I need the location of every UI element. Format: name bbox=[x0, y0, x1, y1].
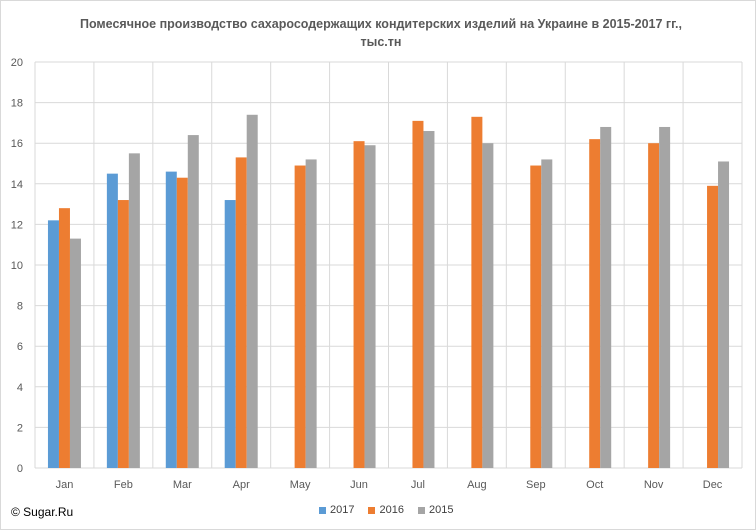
bar-2016-jun bbox=[353, 141, 365, 469]
x-tick-label: Mar bbox=[173, 479, 192, 491]
chart-title-line1: Помесячное производство сахаросодержащих… bbox=[79, 17, 683, 31]
bar-2015-sep bbox=[541, 159, 553, 468]
bar-2017-feb bbox=[106, 173, 118, 468]
x-tick-label: Feb bbox=[114, 479, 133, 491]
legend-label: 2017 bbox=[330, 504, 355, 516]
bar-2015-apr bbox=[246, 114, 258, 468]
x-tick-label: Sep bbox=[526, 479, 546, 491]
y-tick-label: 14 bbox=[11, 179, 23, 191]
y-tick-label: 0 bbox=[17, 463, 23, 475]
bar-2015-may bbox=[305, 159, 317, 468]
legend-item-2015: 2015 bbox=[417, 504, 454, 516]
x-tick-label: Oct bbox=[586, 479, 603, 491]
chart-title-line2: тыс.тн bbox=[360, 35, 402, 49]
bar-2017-apr bbox=[224, 200, 236, 469]
y-tick-label: 10 bbox=[11, 260, 23, 272]
legend-swatch bbox=[319, 506, 326, 514]
x-tick-label: Jul bbox=[411, 479, 425, 491]
bar-2016-oct bbox=[589, 139, 601, 468]
y-tick-label: 6 bbox=[17, 341, 23, 353]
bar-2016-aug bbox=[471, 116, 483, 468]
bar-2016-apr bbox=[235, 157, 247, 468]
x-tick-label: Jan bbox=[56, 479, 74, 491]
bar-2015-jun bbox=[364, 145, 376, 469]
y-tick-label: 4 bbox=[17, 382, 23, 394]
y-tick-label: 8 bbox=[17, 301, 23, 313]
bar-2015-feb bbox=[128, 153, 140, 468]
bar-2015-jan bbox=[69, 238, 81, 468]
bar-2017-jan bbox=[47, 220, 59, 468]
bar-2016-dec bbox=[707, 185, 719, 468]
bar-2016-jul bbox=[412, 120, 424, 469]
legend-label: 2015 bbox=[428, 504, 454, 516]
bar-2015-dec bbox=[718, 161, 730, 468]
x-tick-label: May bbox=[290, 479, 311, 491]
bar-2016-may bbox=[294, 165, 306, 468]
y-tick-label: 16 bbox=[11, 138, 23, 150]
legend-item-2017: 2017 bbox=[319, 504, 354, 516]
legend-swatch bbox=[368, 506, 376, 514]
copyright-text: © Sugar.Ru bbox=[11, 505, 74, 519]
bar-2016-jan bbox=[58, 208, 70, 468]
bar-2015-aug bbox=[482, 143, 494, 468]
chart-title: Помесячное производство сахаросодержащих… bbox=[61, 15, 701, 51]
x-tick-label: Dec bbox=[703, 479, 723, 491]
bar-2016-feb bbox=[117, 200, 129, 469]
legend-label: 2016 bbox=[379, 504, 404, 516]
bar-2016-sep bbox=[530, 165, 542, 468]
y-tick-label: 18 bbox=[11, 98, 23, 110]
y-tick-label: 20 bbox=[11, 57, 23, 69]
bar-2015-nov bbox=[659, 126, 671, 469]
bar-2016-mar bbox=[176, 177, 188, 468]
y-tick-label: 12 bbox=[11, 219, 23, 231]
x-tick-label: Apr bbox=[233, 479, 250, 491]
x-tick-label: Aug bbox=[467, 479, 487, 491]
bar-2016-nov bbox=[648, 143, 660, 468]
bar-2017-mar bbox=[165, 171, 177, 468]
bar-2015-jul bbox=[423, 131, 435, 468]
x-tick-label: Nov bbox=[644, 479, 664, 491]
bar-2015-mar bbox=[187, 135, 199, 468]
chart-legend: 2017 2016 2015 bbox=[319, 504, 453, 516]
x-tick-label: Jun bbox=[350, 479, 368, 491]
bar-2015-oct bbox=[600, 126, 612, 469]
y-tick-label: 2 bbox=[17, 422, 23, 434]
legend-swatch bbox=[417, 506, 425, 514]
legend-item-2016: 2016 bbox=[368, 504, 404, 516]
